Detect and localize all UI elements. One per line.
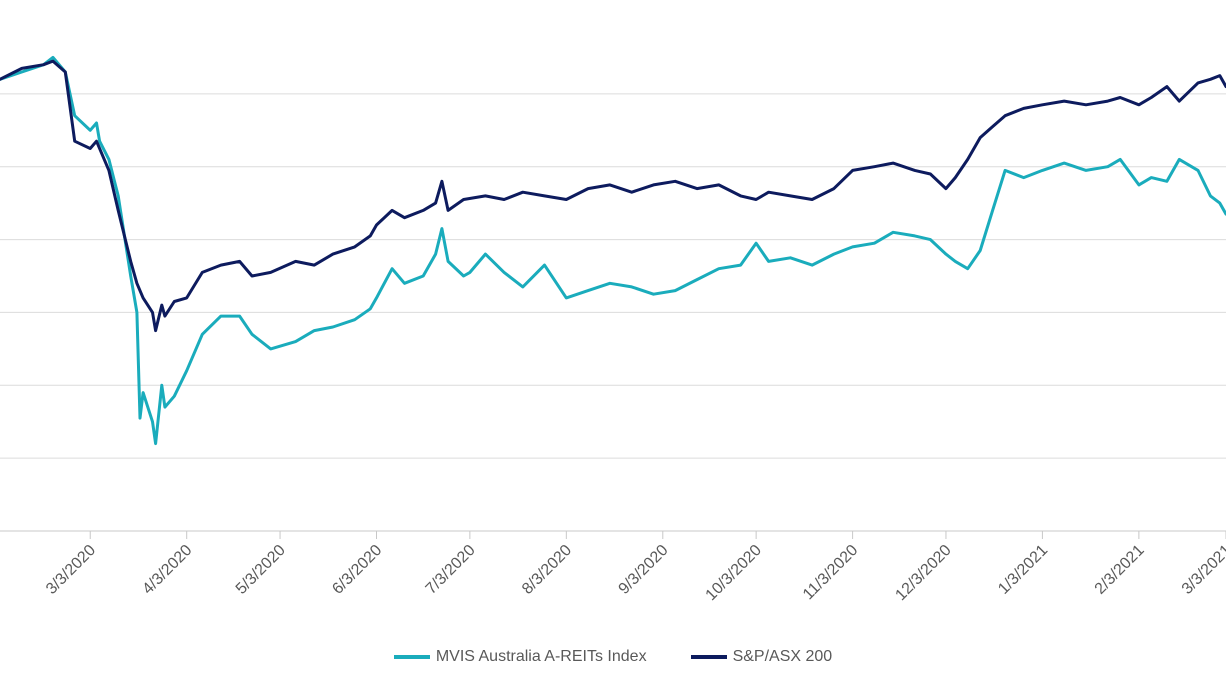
x-tick-label: 2/3/2021 — [1092, 542, 1148, 598]
x-tick-label: 7/3/2020 — [423, 542, 479, 598]
legend-item-areits: MVIS Australia A-REITs Index — [393, 648, 647, 666]
gridlines — [0, 93, 1226, 532]
x-tick-label: 9/3/2020 — [616, 542, 672, 598]
legend-swatch-asx200 — [690, 655, 727, 659]
legend-label-asx200: S&P/ASX 200 — [732, 648, 833, 665]
x-tick-label: 10/3/2020 — [703, 542, 765, 604]
x-tick-label: 11/3/2020 — [800, 542, 862, 604]
x-axis: 3/3/2020 4/3/2020 5/3/2020 6/3/2020 7/3/2020… — [43, 531, 1226, 604]
legend: MVIS Australia A-REITs Index S&P/ASX 200 — [0, 648, 1226, 666]
legend-item-asx200: S&P/ASX 200 — [690, 648, 833, 666]
x-tick-label: 4/3/2020 — [139, 542, 195, 598]
x-tick-label: 3/3/2020 — [43, 542, 99, 598]
x-tick-label: 6/3/2020 — [329, 542, 385, 598]
x-tick-label: 8/3/2020 — [519, 542, 575, 598]
legend-swatch-areits — [393, 655, 430, 659]
legend-label-areits: MVIS Australia A-REITs Index — [435, 648, 647, 665]
x-tick-label: 12/3/2020 — [892, 542, 954, 604]
x-tick-label: 1/3/2021 — [995, 542, 1051, 598]
series-line-areits — [0, 55, 1226, 446]
x-tick-label: 5/3/2020 — [233, 542, 289, 598]
series-line-asx200 — [0, 59, 1226, 333]
series-lines — [0, 55, 1226, 446]
x-tick-label: 3/3/2021 — [1179, 542, 1226, 598]
